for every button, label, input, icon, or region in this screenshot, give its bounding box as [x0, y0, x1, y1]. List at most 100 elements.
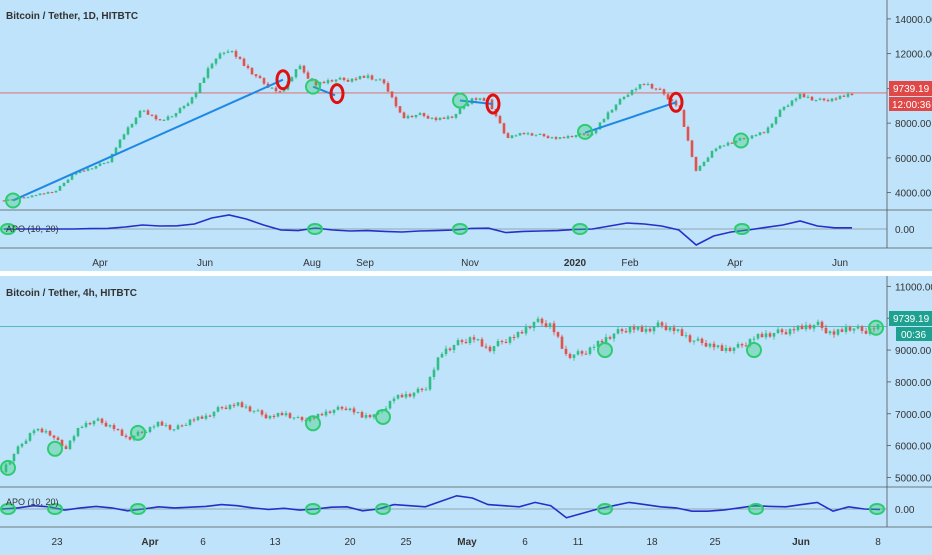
4h-candle-body [292, 417, 296, 419]
daily-candle-body [426, 116, 430, 119]
daily-candle-body [814, 99, 818, 101]
4h-candle-body [648, 328, 652, 332]
4h-candle-body [108, 425, 112, 427]
daily-candle-body [234, 51, 238, 57]
4h-candle-body [128, 436, 132, 440]
4h-candle-body [556, 332, 560, 337]
4h-candle-body [680, 329, 684, 336]
4h-candle-body [48, 431, 52, 436]
daily-time-tag [889, 97, 932, 111]
4h-candle-body [36, 428, 40, 431]
daily-candle-body [422, 113, 426, 117]
4h-candle-body [300, 417, 304, 421]
4h-candle-body [788, 329, 792, 335]
daily-candle-body [406, 115, 410, 119]
daily-candle-body [166, 116, 170, 120]
4h-candle-body [708, 343, 712, 347]
4h-candle-body [256, 410, 260, 412]
daily-candle-body [154, 115, 158, 120]
daily-candle-body [158, 119, 162, 121]
4h-candle-body [756, 333, 760, 339]
daily-candle-body [250, 68, 254, 75]
daily-x-tick-label: Sep [356, 258, 374, 269]
4h-x-tick-label: 25 [400, 537, 412, 548]
4h-candle-body [116, 428, 120, 430]
4h-candle-body [628, 326, 632, 333]
daily-candle-body [614, 104, 618, 110]
4h-candle-body [636, 326, 640, 330]
daily-candle-body [562, 137, 566, 139]
daily-chart-panel[interactable]: 4000.006000.008000.0010000.0012000.00140… [0, 0, 932, 269]
4h-candle-body [260, 410, 264, 415]
daily-green-signal-marker [305, 78, 321, 95]
4h-candle-body [152, 426, 156, 428]
4h-candle-body [836, 329, 840, 335]
daily-candle-body [830, 98, 834, 102]
daily-candle-body [138, 110, 142, 118]
daily-candle-body [798, 93, 802, 99]
4h-candle-body [16, 446, 20, 454]
4h-candle-body [532, 321, 536, 329]
4h-candle-body [840, 329, 844, 332]
4h-candle-body [372, 414, 376, 418]
daily-candle-body [282, 89, 286, 92]
daily-candle-body [242, 58, 246, 66]
4h-candle-body [408, 394, 412, 397]
daily-candle-body [230, 51, 234, 53]
daily-candle-body [110, 153, 114, 163]
daily-candle-body [518, 133, 522, 136]
4h-candle-body [544, 323, 548, 327]
4h-candle-body [236, 402, 240, 406]
daily-candle-body [38, 193, 42, 196]
4h-candle-body [360, 412, 364, 418]
daily-candle-body [726, 142, 730, 146]
4h-candle-body [468, 337, 472, 344]
daily-candle-body [394, 97, 398, 107]
4h-candle-body [576, 351, 580, 355]
daily-x-tick-label: Apr [727, 258, 743, 269]
daily-candle-body [670, 99, 674, 101]
daily-candle-body [478, 98, 482, 100]
daily-apo-signal-marker [0, 223, 16, 235]
4h-candle-body [24, 440, 28, 444]
4h-candle-body [284, 413, 288, 416]
4h-candle-body [456, 340, 460, 345]
daily-candle-body [466, 103, 470, 107]
daily-candle-body [326, 80, 330, 84]
daily-candle-body [346, 79, 350, 82]
4h-candle-body [464, 341, 468, 344]
daily-candle-body [74, 172, 78, 175]
daily-candle-body [198, 82, 202, 93]
4h-candle-body [324, 411, 328, 416]
daily-candle-body [582, 133, 586, 135]
daily-candle-body [118, 139, 122, 148]
4h-candle-body [192, 419, 196, 421]
4h-chart-panel[interactable]: 5000.006000.007000.008000.009000.0010000… [0, 275, 932, 548]
daily-apo-signal-marker [734, 223, 750, 235]
4h-candle-body [720, 345, 724, 351]
4h-candle-body [624, 331, 628, 333]
4h-candle-body [684, 335, 688, 337]
4h-candle-body [340, 406, 344, 409]
4h-candle-body [772, 332, 776, 337]
daily-candle-body [666, 94, 670, 100]
4h-candle-body [180, 425, 184, 427]
4h-candle-body [120, 429, 124, 436]
4h-candle-body [744, 345, 748, 347]
daily-candle-body [762, 132, 766, 134]
4h-candle-body [664, 325, 668, 331]
4h-candle-body [148, 427, 152, 433]
4h-candle-body [32, 430, 36, 434]
4h-candle-body [536, 318, 540, 322]
4h-candle-body [480, 339, 484, 347]
daily-candle-body [622, 96, 626, 99]
daily-candle-body [222, 52, 226, 54]
daily-candle-body [650, 84, 654, 89]
4h-candle-body [44, 431, 48, 433]
4h-candle-body [828, 331, 832, 334]
4h-candle-body [352, 408, 356, 413]
4h-candle-body [528, 327, 532, 329]
daily-candle-body [602, 119, 606, 123]
